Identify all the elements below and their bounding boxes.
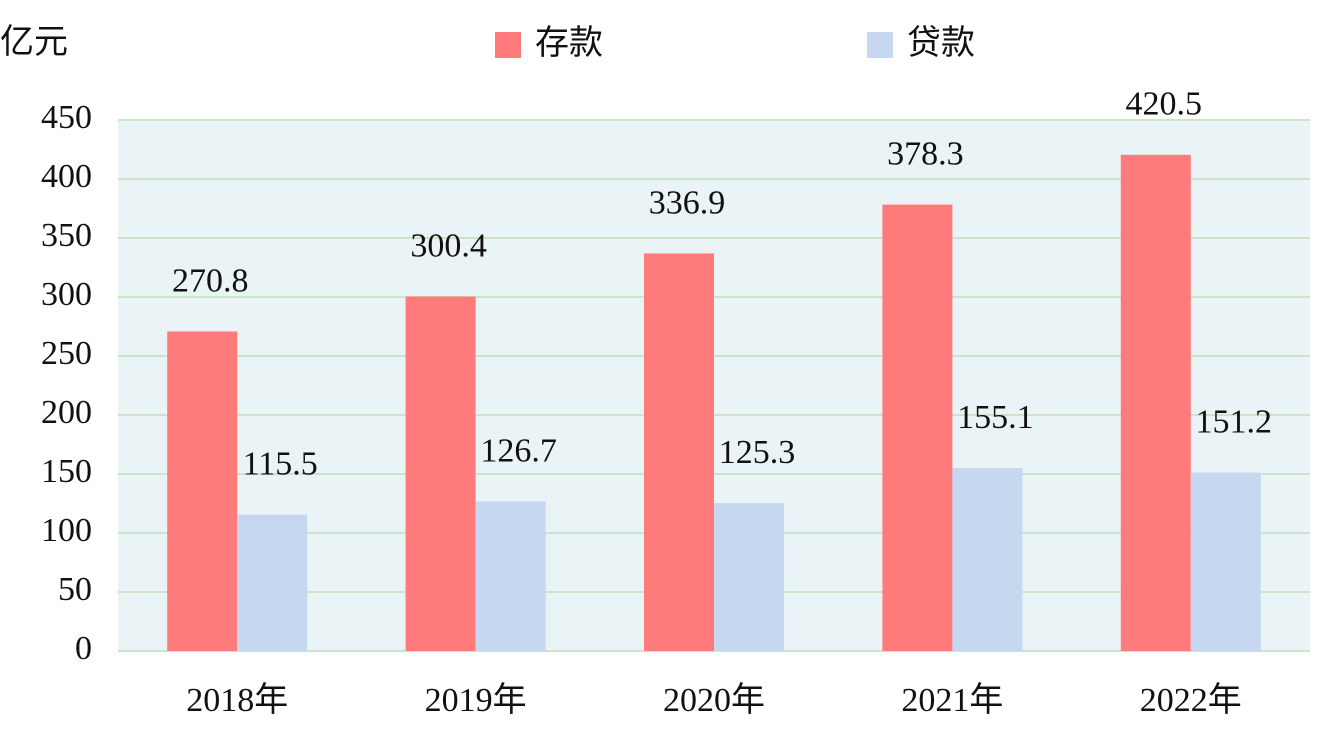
x-tick-label: 2020年	[663, 681, 765, 719]
y-tick-label: 150	[41, 453, 92, 490]
bar	[405, 296, 476, 651]
bar	[1190, 472, 1261, 651]
x-tick-label: 2018年	[186, 681, 288, 719]
data-label: 125.3	[719, 434, 796, 471]
y-tick-label: 50	[58, 571, 92, 608]
x-tick-label: 2019年	[425, 681, 527, 719]
legend-marker	[867, 32, 893, 58]
y-tick-label: 350	[41, 217, 92, 254]
data-label: 155.1	[957, 399, 1034, 436]
x-tick-label: 2022年	[1140, 681, 1242, 719]
legend-marker	[495, 32, 521, 58]
y-tick-label: 250	[41, 335, 92, 372]
bar	[167, 331, 238, 651]
data-label: 336.9	[649, 184, 726, 221]
data-label: 115.5	[243, 446, 318, 483]
y-tick-label: 450	[41, 99, 92, 136]
bar	[952, 467, 1023, 651]
x-tick-label: 2021年	[901, 681, 1003, 719]
bar	[1120, 154, 1191, 651]
bar	[644, 253, 714, 651]
legend-label: 贷款	[907, 24, 975, 62]
y-tick-label: 300	[41, 276, 92, 313]
data-label: 300.4	[410, 227, 487, 264]
y-tick-label: 400	[41, 158, 92, 195]
bar	[237, 514, 308, 651]
bar	[475, 501, 546, 651]
bar	[882, 204, 953, 651]
bar	[714, 503, 784, 651]
legend-label: 存款	[535, 24, 603, 62]
data-label: 270.8	[172, 262, 249, 299]
data-label: 126.7	[480, 432, 557, 469]
y-tick-label: 200	[41, 394, 92, 431]
data-label: 420.5	[1126, 86, 1203, 123]
y-tick-label: 0	[75, 630, 92, 667]
y-tick-label: 100	[41, 512, 92, 549]
y-axis-label: 亿元	[0, 23, 68, 61]
data-label: 151.2	[1196, 403, 1273, 440]
data-label: 378.3	[887, 135, 964, 172]
